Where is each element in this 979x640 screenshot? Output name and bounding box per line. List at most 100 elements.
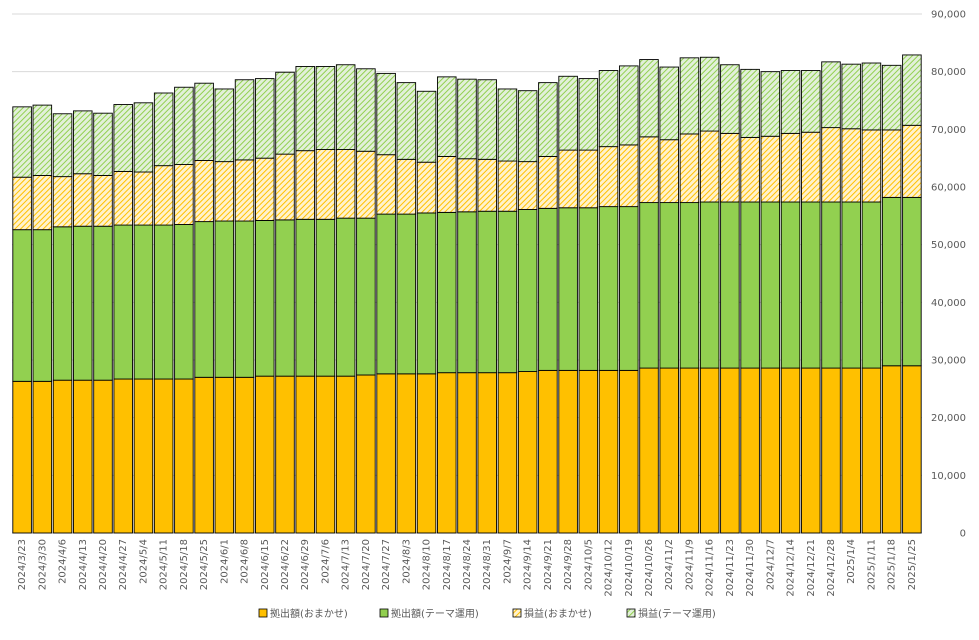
bar-segment-series-3	[214, 161, 235, 222]
x-tick-label: 2025/1/25	[907, 539, 918, 590]
bar-segment-series-1	[740, 367, 760, 534]
bar-segment-series-1	[578, 369, 599, 534]
bar-segment-series-3	[801, 131, 821, 203]
bar-segment-series-2	[760, 201, 781, 369]
x-tick-label: 2024/8/31	[482, 539, 493, 590]
bar-segment-series-3	[133, 171, 154, 226]
legend-label-series-2: 拠出額(テーマ運用)	[391, 607, 479, 620]
x-tick-label: 2024/10/5	[583, 539, 594, 590]
bar-segment-series-4	[699, 56, 720, 132]
bar-segment-series-4	[153, 92, 174, 167]
bar-segment-series-3	[335, 149, 356, 219]
bar-segment-series-4	[881, 64, 902, 131]
bar-segment-series-2	[113, 224, 133, 380]
legend-label-series-3: 損益(おまかせ)	[524, 607, 592, 620]
bar-segment-series-2	[214, 220, 235, 378]
bar-segment-series-4	[376, 72, 396, 156]
bar-segment-series-3	[538, 155, 558, 209]
bar-segment-series-1	[437, 372, 457, 534]
bar-segment-series-4	[133, 102, 154, 173]
bar-segment-series-4	[12, 106, 32, 178]
x-tick-label: 2024/8/3	[401, 539, 412, 584]
bar-segment-series-4	[740, 68, 760, 138]
x-tick-label: 2024/7/6	[320, 539, 331, 584]
bar-segment-series-4	[457, 78, 477, 160]
x-tick-label: 2025/1/11	[866, 539, 877, 590]
bar-segment-series-3	[780, 132, 801, 203]
bar-segment-series-3	[295, 150, 315, 220]
bar-segment-series-1	[12, 380, 32, 534]
bar-segment-series-4	[93, 112, 113, 176]
x-tick-label: 2024/11/23	[725, 539, 736, 597]
bar-segment-series-1	[153, 378, 174, 534]
bar-segment-series-4	[356, 68, 376, 152]
y-tick-label: 30,000	[931, 356, 966, 367]
bar-segment-series-4	[295, 66, 315, 152]
x-tick-label: 2024/4/13	[78, 539, 89, 590]
bar-segment-series-3	[52, 176, 73, 228]
bar-segment-series-1	[52, 379, 73, 534]
x-tick-label: 2024/6/22	[280, 539, 291, 590]
bar-segment-series-3	[760, 135, 781, 203]
x-tick-label: 2024/9/21	[543, 539, 554, 590]
bar-segment-series-1	[335, 375, 356, 534]
bar-segment-series-3	[477, 158, 497, 212]
bar-segment-series-2	[578, 207, 599, 371]
y-tick-label: 50,000	[931, 240, 966, 251]
x-tick-label: 2024/12/21	[806, 539, 817, 597]
y-axis-ticks: 0 10,000 20,000 30,000 40,000 50,000 60,000 70,…	[931, 10, 966, 540]
bar-segment-series-4	[194, 82, 214, 161]
x-tick-label: 2024/6/1	[219, 539, 230, 584]
bar-segment-series-1	[477, 372, 497, 534]
bar-segment-series-2	[315, 218, 336, 377]
bar-segment-series-1	[214, 376, 235, 534]
bar-segment-series-1	[275, 375, 295, 534]
bar-segment-series-4	[416, 90, 437, 163]
legend: 拠出額(おまかせ) 拠出額(テーマ運用) 損益(おまかせ) 損益(テーマ運用)	[258, 607, 716, 620]
bar-segment-series-4	[335, 64, 356, 150]
bar-segment-series-1	[679, 367, 700, 534]
bar-segment-series-3	[861, 129, 882, 203]
bar-segment-series-2	[841, 201, 861, 369]
x-tick-label: 2024/6/15	[260, 539, 271, 590]
bar-segment-series-3	[376, 154, 396, 215]
bar-segment-series-3	[457, 158, 477, 213]
bar-segment-series-3	[255, 157, 275, 221]
bar-segment-series-1	[517, 371, 538, 534]
bar-segment-series-3	[315, 149, 336, 220]
bar-segment-series-1	[315, 375, 336, 534]
bar-segment-series-3	[194, 160, 214, 223]
legend-swatch-series-4	[626, 608, 636, 618]
bar-segment-series-2	[659, 202, 679, 369]
y-tick-label: 60,000	[931, 183, 966, 194]
bar-segment-series-3	[821, 127, 841, 203]
bar-series-group	[12, 54, 922, 534]
x-tick-label: 2024/7/20	[361, 539, 372, 590]
bar-segment-series-1	[841, 367, 861, 534]
x-tick-label: 2024/8/24	[462, 539, 473, 590]
x-tick-label: 2024/6/29	[300, 539, 311, 590]
x-axis-ticks: 2024/3/23 2024/3/30 2024/4/6 2024/4/13 2024/…	[17, 539, 918, 597]
bar-segment-series-3	[497, 160, 518, 212]
bar-segment-series-3	[396, 158, 417, 215]
bar-segment-series-1	[538, 369, 558, 534]
bar-segment-series-3	[881, 129, 902, 198]
bar-segment-series-1	[780, 367, 801, 534]
bar-segment-series-3	[73, 173, 93, 227]
bar-segment-series-3	[275, 153, 295, 221]
x-tick-label: 2024/11/9	[684, 539, 695, 590]
bar-segment-series-1	[639, 367, 659, 534]
x-tick-label: 2024/9/14	[523, 539, 534, 590]
bar-segment-series-2	[335, 217, 356, 377]
bar-segment-series-4	[113, 104, 133, 172]
bar-segment-series-3	[659, 139, 679, 204]
bar-segment-series-1	[720, 367, 740, 534]
bar-segment-series-2	[295, 218, 315, 377]
x-tick-label: 2024/8/17	[442, 539, 453, 590]
x-tick-label: 2024/4/27	[118, 539, 129, 590]
bar-segment-series-4	[619, 65, 639, 146]
y-tick-label: 70,000	[931, 125, 966, 136]
bar-segment-series-1	[619, 369, 639, 534]
bar-segment-series-4	[234, 79, 255, 161]
x-tick-label: 2024/5/18	[179, 539, 190, 590]
